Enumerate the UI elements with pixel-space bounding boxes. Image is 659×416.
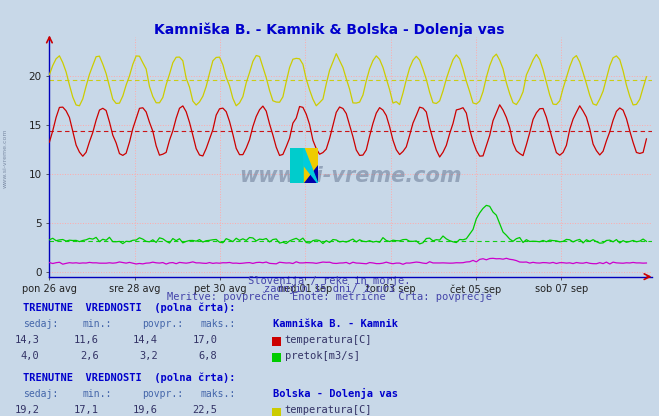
- Text: maks.:: maks.:: [201, 389, 236, 399]
- Bar: [304, 148, 318, 183]
- Text: 14,4: 14,4: [133, 335, 158, 345]
- Text: zadnjih 15 dni/ 2 uri: zadnjih 15 dni/ 2 uri: [264, 284, 395, 294]
- Text: Slovenija / reke in morje.: Slovenija / reke in morje.: [248, 276, 411, 286]
- Text: www.si-vreme.com: www.si-vreme.com: [3, 128, 8, 188]
- Text: Kamniška B. - Kamnik: Kamniška B. - Kamnik: [273, 319, 399, 329]
- Text: min.:: min.:: [82, 319, 112, 329]
- Text: 19,2: 19,2: [14, 405, 40, 415]
- Text: 14,3: 14,3: [14, 335, 40, 345]
- Polygon shape: [304, 148, 318, 183]
- Text: povpr.:: povpr.:: [142, 389, 183, 399]
- Text: 11,6: 11,6: [74, 335, 99, 345]
- Polygon shape: [304, 165, 318, 183]
- Text: sedaj:: sedaj:: [23, 389, 58, 399]
- Text: sedaj:: sedaj:: [23, 319, 58, 329]
- Text: TRENUTNE  VREDNOSTI  (polna črta):: TRENUTNE VREDNOSTI (polna črta):: [23, 303, 235, 313]
- Text: temperatura[C]: temperatura[C]: [285, 405, 372, 415]
- Text: min.:: min.:: [82, 389, 112, 399]
- Text: TRENUTNE  VREDNOSTI  (polna črta):: TRENUTNE VREDNOSTI (polna črta):: [23, 373, 235, 384]
- Text: 22,5: 22,5: [192, 405, 217, 415]
- Text: 2,6: 2,6: [80, 351, 99, 361]
- Text: pretok[m3/s]: pretok[m3/s]: [285, 351, 360, 361]
- Text: povpr.:: povpr.:: [142, 319, 183, 329]
- Text: 3,2: 3,2: [140, 351, 158, 361]
- Text: 17,0: 17,0: [192, 335, 217, 345]
- Text: temperatura[C]: temperatura[C]: [285, 335, 372, 345]
- Text: maks.:: maks.:: [201, 319, 236, 329]
- Text: 6,8: 6,8: [199, 351, 217, 361]
- Text: Bolska - Dolenja vas: Bolska - Dolenja vas: [273, 388, 399, 399]
- Text: 17,1: 17,1: [74, 405, 99, 415]
- Text: 19,6: 19,6: [133, 405, 158, 415]
- Text: Kamniška B. - Kamnik & Bolska - Dolenja vas: Kamniška B. - Kamnik & Bolska - Dolenja …: [154, 23, 505, 37]
- Text: 4,0: 4,0: [21, 351, 40, 361]
- Text: Meritve: povprečne  Enote: metrične  Črta: povprečje: Meritve: povprečne Enote: metrične Črta:…: [167, 290, 492, 302]
- Text: www.si-vreme.com: www.si-vreme.com: [240, 166, 462, 186]
